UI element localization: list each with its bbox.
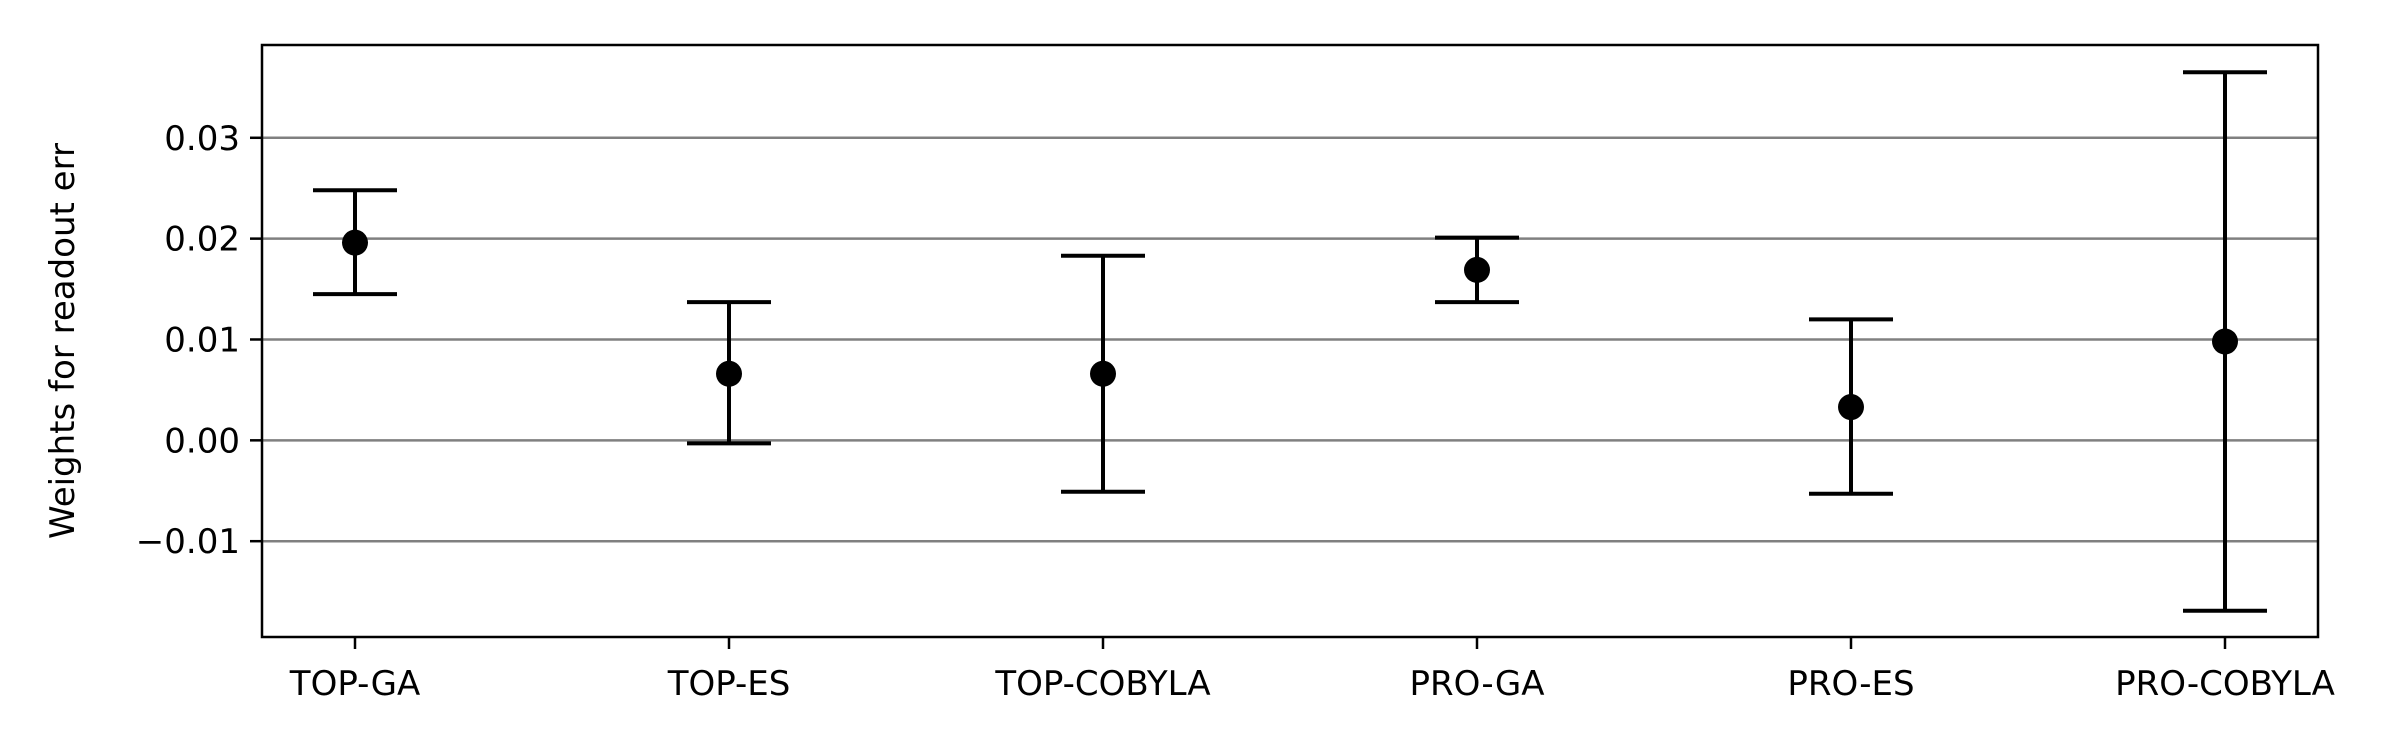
- y-tick-label: −0.01: [136, 522, 240, 562]
- x-tick-label: PRO-GA: [1410, 664, 1545, 704]
- y-tick-label: 0.00: [164, 421, 240, 461]
- y-axis-ticks: −0.01 0.00 0.01 0.02 0.03: [136, 119, 262, 562]
- grid-lines: [262, 136, 2318, 543]
- data-point: [1838, 394, 1864, 421]
- data-point: [2212, 328, 2238, 355]
- x-axis-ticks: TOP-GA TOP-ES TOP-COBYLA PRO-GA PRO-ES PRO-CO…: [289, 637, 2335, 704]
- x-tick-label: TOP-ES: [667, 664, 791, 704]
- data-points: [342, 229, 2238, 421]
- data-point: [1090, 360, 1116, 387]
- x-tick-label: PRO-COBYLA: [2115, 664, 2335, 704]
- y-tick-label: 0.02: [164, 220, 240, 260]
- x-tick-label: TOP-GA: [289, 664, 420, 704]
- x-tick-label: PRO-ES: [1787, 664, 1914, 704]
- y-tick-label: 0.03: [164, 119, 240, 159]
- data-point: [342, 229, 368, 256]
- y-tick-label: 0.01: [164, 320, 240, 360]
- data-point: [716, 360, 742, 387]
- data-point: [1464, 256, 1490, 283]
- plot-frame: [260, 43, 2320, 639]
- y-axis-label: Weights for readout err: [43, 143, 83, 539]
- x-tick-label: TOP-COBYLA: [994, 664, 1210, 704]
